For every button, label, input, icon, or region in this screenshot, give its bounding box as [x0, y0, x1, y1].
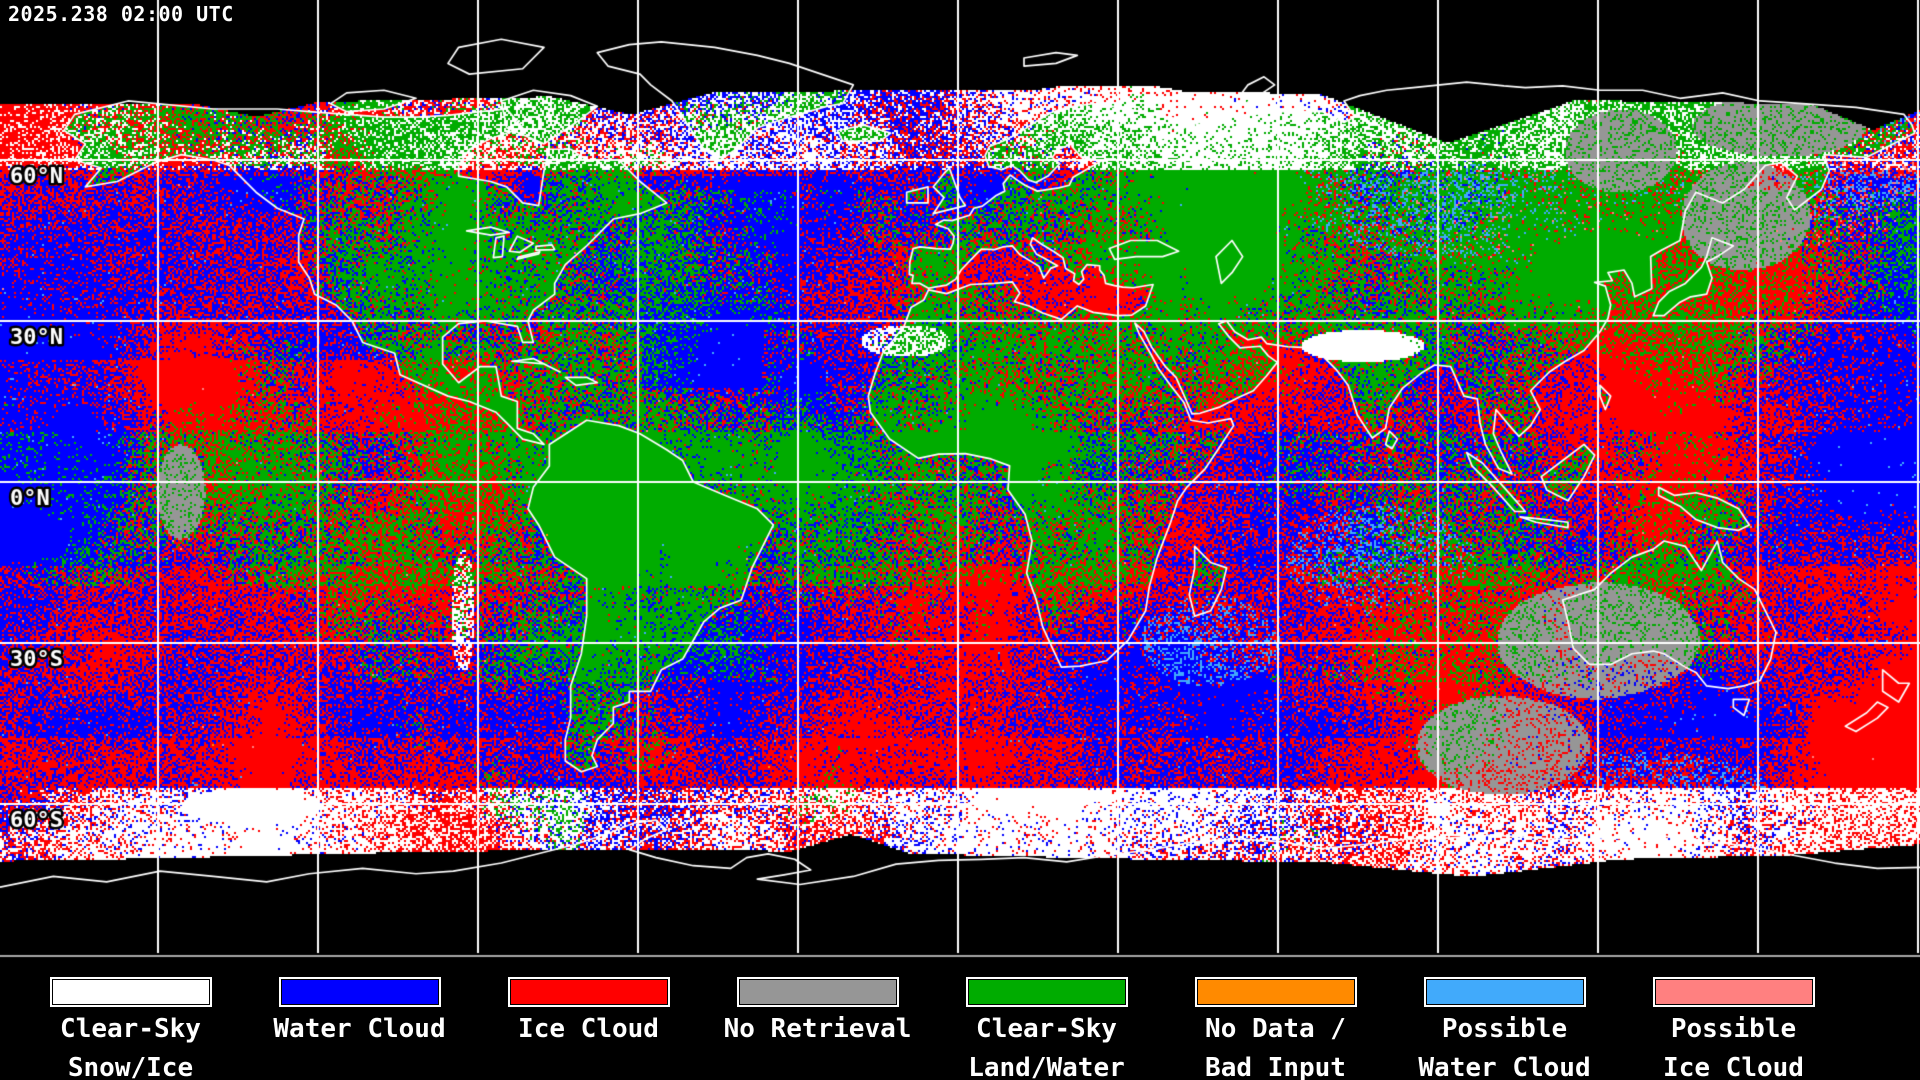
legend-swatch-color — [1197, 980, 1354, 1004]
legend-item-ice-cloud: Ice Cloud — [474, 977, 703, 1080]
legend-swatch-possible-water-cloud — [1423, 977, 1586, 1007]
timestamp: 2025.238 02:00 UTC — [8, 2, 234, 26]
legend-swatch-color — [52, 980, 209, 1004]
legend-label-line: Snow/Ice — [67, 1053, 194, 1080]
legend-item-clear-sky-land-water: Clear-Sky Land/Water — [932, 977, 1161, 1080]
legend-label-line: Clear-Sky — [976, 1014, 1117, 1044]
legend-swatch-color — [510, 980, 667, 1004]
legend-swatch-color — [1655, 980, 1812, 1004]
legend-swatch-color — [281, 980, 438, 1004]
legend-label-line: Possible — [1441, 1014, 1568, 1044]
legend-label-line: Bad Input — [1205, 1053, 1346, 1080]
legend-item-no-data-bad-input: No Data / Bad Input — [1161, 977, 1390, 1080]
legend-swatch-possible-ice-cloud — [1652, 977, 1815, 1007]
legend-label-line: Clear-Sky — [60, 1014, 201, 1044]
legend-label-line: Water Cloud — [1418, 1053, 1591, 1080]
legend-item-water-cloud: Water Cloud — [245, 977, 474, 1080]
legend-label-line: Water Cloud — [273, 1014, 446, 1044]
legend-swatch-ice-cloud — [507, 977, 670, 1007]
cloud-phase-world-map — [0, 0, 1920, 960]
legend-swatch-clear-sky-snow-ice — [49, 977, 212, 1007]
legend: Clear-Sky Snow/Ice Water Cloud Ice Cloud No … — [16, 977, 1848, 1080]
legend-item-no-retrieval: No Retrieval — [703, 977, 932, 1080]
legend-item-clear-sky-snow-ice: Clear-Sky Snow/Ice — [16, 977, 245, 1080]
legend-swatch-no-retrieval — [736, 977, 899, 1007]
legend-swatch-water-cloud — [278, 977, 441, 1007]
legend-item-possible-water-cloud: Possible Water Cloud — [1390, 977, 1619, 1080]
legend-label-line: No Data / — [1205, 1014, 1346, 1044]
legend-item-possible-ice-cloud: Possible Ice Cloud — [1619, 977, 1848, 1080]
legend-swatch-clear-sky-land-water — [965, 977, 1128, 1007]
legend-label-line: Possible — [1670, 1014, 1797, 1044]
legend-label-line: Ice Cloud — [1663, 1053, 1804, 1080]
legend-label-line: No Retrieval — [723, 1014, 912, 1044]
legend-swatch-color — [968, 980, 1125, 1004]
legend-swatch-color — [739, 980, 896, 1004]
legend-label-line: Ice Cloud — [518, 1014, 659, 1044]
legend-swatch-color — [1426, 980, 1583, 1004]
legend-label-line: Land/Water — [968, 1053, 1125, 1080]
legend-swatch-no-data-bad-input — [1194, 977, 1357, 1007]
